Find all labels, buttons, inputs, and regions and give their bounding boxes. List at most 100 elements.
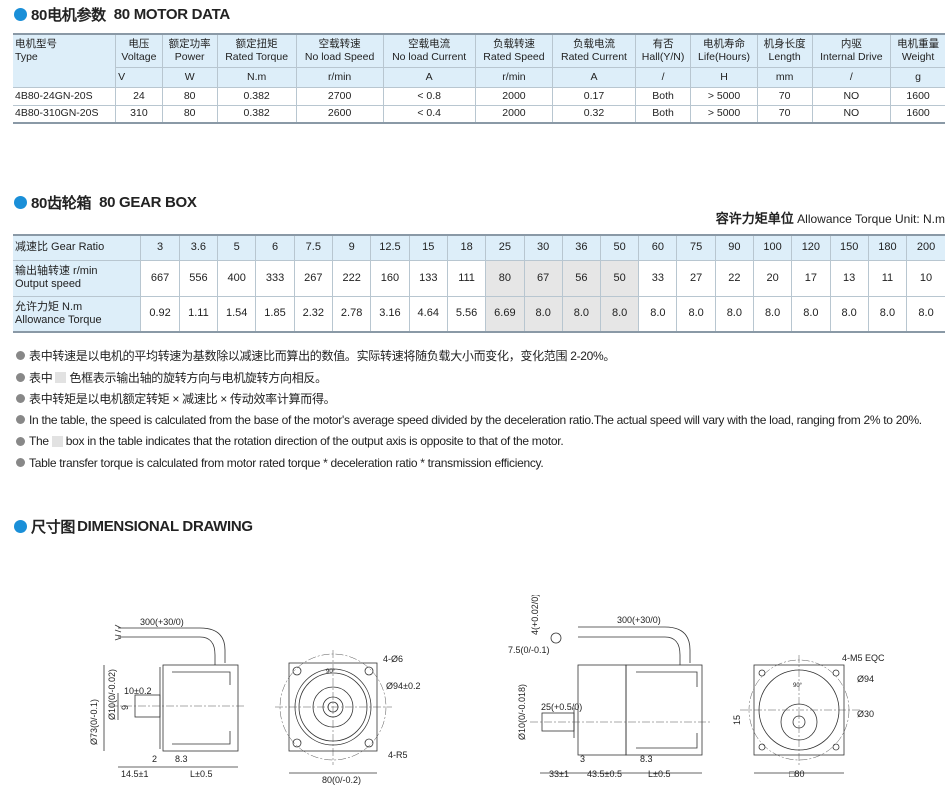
gear-cell: 50 xyxy=(600,234,640,261)
gear-cell: 400 xyxy=(217,259,257,297)
bullet-icon xyxy=(16,415,25,425)
gear-cell: 120 xyxy=(791,234,831,261)
gear-cell: 67 xyxy=(523,259,563,297)
unit-en: Allowance Torque Unit: N.m xyxy=(797,212,945,226)
dim-key: 10±0.2 xyxy=(124,686,151,696)
gear-cell: 1.11 xyxy=(178,295,219,333)
gear-cell: 267 xyxy=(293,259,333,297)
column-header: 额定扭矩 Rated Torque xyxy=(216,33,297,68)
dim-pilot: Ø30 xyxy=(857,709,874,719)
row-label: 允许力矩 N.m Allowance Torque xyxy=(13,295,142,333)
title-en: 80 GEAR BOX xyxy=(99,194,197,211)
note-text: 表中转矩是以电机额定转矩 × 减速比 × 传动效率计算而得。 xyxy=(29,391,336,406)
note: 表中 色框表示输出轴的旋转方向与电机旋转方向相反。 xyxy=(16,366,922,387)
drawing1-side-view: 300(+30/0) Ø73(0/-0.1) Ø10(0/-0.02) 10±0… xyxy=(89,617,245,779)
column-header: 机身长度 Length xyxy=(756,33,813,68)
dim-width: □80 xyxy=(789,769,804,779)
column-header: 空载电流 No load Current xyxy=(382,33,476,68)
dimensional-drawings: 300(+30/0) Ø73(0/-0.1) Ø10(0/-0.02) 10±0… xyxy=(89,595,885,785)
unit-cell: W xyxy=(161,66,218,88)
table-cell: < 0.4 xyxy=(382,104,476,124)
gear-cell: 200 xyxy=(906,234,945,261)
column-header: 电压 Voltage xyxy=(115,33,163,68)
drawing2-front-view: 90° 4-M5 EQC Ø94 Ø30 15 □80 xyxy=(732,653,885,779)
dim-shaft-length: 14.5±1 xyxy=(121,769,148,779)
header-cn: 有否 xyxy=(652,37,674,50)
gear-cell: 8.0 xyxy=(791,295,831,333)
gear-cell: 333 xyxy=(255,259,295,297)
bullet-icon xyxy=(16,436,25,446)
note-text: 色框表示输出轴的旋转方向与电机旋转方向相反。 xyxy=(69,370,327,385)
gear-cell: 56 xyxy=(561,259,602,297)
gear-cell: 30 xyxy=(523,234,563,261)
gear-cell: 12.5 xyxy=(370,234,410,261)
header-en: Voltage xyxy=(121,50,157,63)
gear-cell: 36 xyxy=(561,234,602,261)
bullet-icon xyxy=(16,372,25,382)
unit-cell: A xyxy=(382,66,476,88)
title-en: 80 MOTOR DATA xyxy=(113,6,230,23)
table-cell: 2000 xyxy=(474,104,554,124)
unit-cell: mm xyxy=(756,66,813,88)
column-header: 内驱 Internal Drive xyxy=(811,33,892,68)
table-row: 4B80-310GN-20S 310 80 0.382 2600 < 0.4 2000 0.3… xyxy=(13,104,945,124)
title-cn: 尺寸图 xyxy=(31,519,76,536)
table-cell: 1600 xyxy=(890,86,945,106)
table-cell: 0.17 xyxy=(552,86,636,106)
gear-cell: 2.32 xyxy=(293,295,333,333)
header-en: Rated Speed xyxy=(483,50,545,63)
gear-cell: 2.78 xyxy=(331,295,372,333)
row-label: 输出轴转速 r/min Output speed xyxy=(13,259,142,297)
gear-cell: 8.0 xyxy=(906,295,945,333)
header-cn: 电机重量 xyxy=(897,37,940,50)
gear-cell: 1.85 xyxy=(255,295,295,333)
gear-row-ratios: 减速比 Gear Ratio 3 3.6 5 6 7.5 9 12.5 15 18 25 30 36 50… xyxy=(13,234,945,261)
column-header: 有否 Hall(Y/N) xyxy=(634,33,692,68)
dim-shaft-diameter: Ø10(0/-0.02) xyxy=(107,669,117,720)
table-cell: 70 xyxy=(756,86,813,106)
column-header: 电机重量 Weight xyxy=(890,33,945,68)
table-cell: 2700 xyxy=(295,86,384,106)
drawing-section-title: 尺寸图 DIMENSIONAL DRAWING xyxy=(14,516,253,537)
table-cell: 70 xyxy=(756,104,813,124)
bullet-icon xyxy=(14,196,27,209)
header-en: Life(Hours) xyxy=(698,50,750,63)
row-label-text: Output speed xyxy=(15,278,82,290)
gear-cell: 27 xyxy=(676,259,716,297)
header-cn: 内驱 xyxy=(840,37,862,50)
gear-box-table: 减速比 Gear Ratio 3 3.6 5 6 7.5 9 12.5 15 18 25 30 36 50… xyxy=(13,234,945,333)
note: The box in the table indicates that the r… xyxy=(16,431,922,452)
dim-angle: 90° xyxy=(326,669,336,675)
header-en: Rated Current xyxy=(561,50,627,63)
bullet-icon xyxy=(14,520,27,533)
gear-cell: 667 xyxy=(140,259,180,297)
unit-cell: N.m xyxy=(216,66,297,88)
header-en: No load Current xyxy=(392,50,467,63)
table-cell: 80 xyxy=(161,86,218,106)
table-cell: 80 xyxy=(161,104,218,124)
dim-key-depth: 9 xyxy=(120,705,130,710)
table-cell: > 5000 xyxy=(690,104,758,124)
gear-cell: 8.0 xyxy=(676,295,716,333)
gear-cell: 3.6 xyxy=(178,234,219,261)
gear-cell: 6 xyxy=(255,234,295,261)
dim-cable-length: 300(+30/0) xyxy=(617,615,661,625)
dim-key-length: 25(+0.5/0) xyxy=(541,702,582,712)
header-en: Rated Torque xyxy=(225,50,289,63)
note: Table transfer torque is calculated from… xyxy=(16,452,922,473)
title-cn: 80齿轮箱 xyxy=(31,195,92,212)
unit-cell: A xyxy=(552,66,636,88)
gear-cell: 75 xyxy=(676,234,716,261)
gear-cell: 6.69 xyxy=(485,295,525,333)
row-label-text: 输出轴转速 r/min xyxy=(15,265,98,277)
motor-data-table: 电机型号 Type 电压 Voltage 额定功率 Power 额定扭矩 Rated Torq… xyxy=(13,33,945,124)
gear-cell: 3.16 xyxy=(370,295,410,333)
gear-cell: 13 xyxy=(829,259,869,297)
header-cn: 电机寿命 xyxy=(703,37,746,50)
header-cn: 电机型号 xyxy=(15,38,57,50)
table-cell: 2000 xyxy=(474,86,554,106)
notes-list: 表中转速是以电机的平均转速为基数除以减速比而算出的数值。实际转速将随负载大小而变… xyxy=(16,345,922,473)
table-cell: > 5000 xyxy=(690,86,758,106)
dim-body-length: L±0.5 xyxy=(190,769,212,779)
